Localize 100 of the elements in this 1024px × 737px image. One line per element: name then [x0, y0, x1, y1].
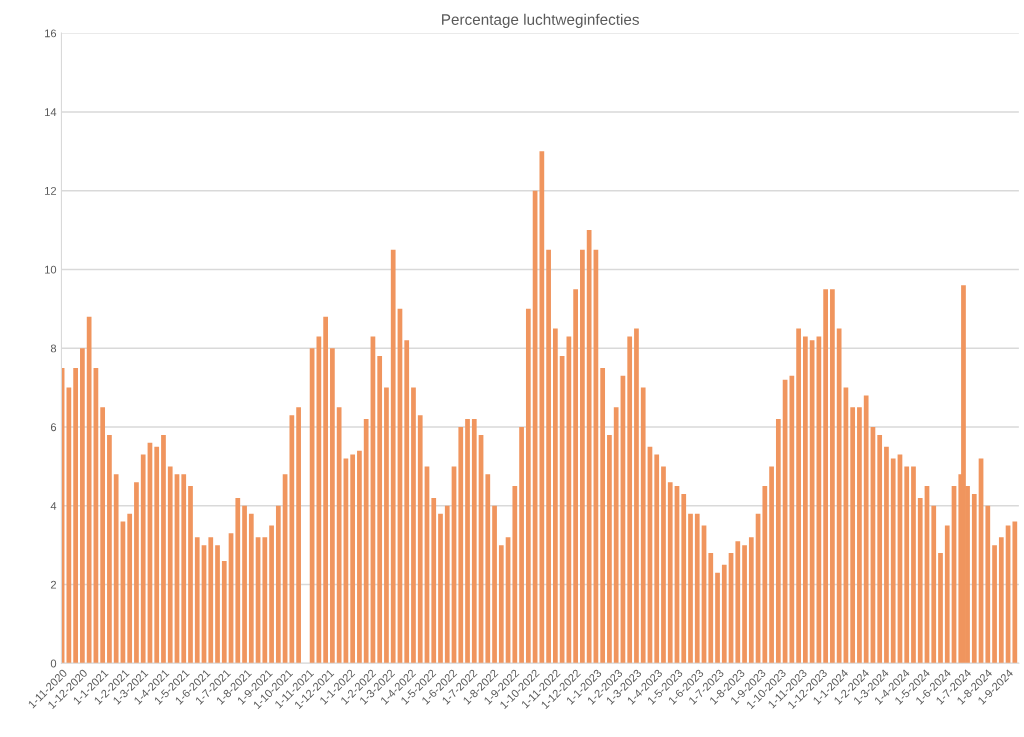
- bar: [654, 454, 660, 664]
- bar: [694, 513, 700, 664]
- bar: [607, 434, 612, 664]
- bar: [884, 446, 889, 664]
- y-tick-label: 4: [50, 502, 57, 510]
- bar: [539, 151, 545, 664]
- y-tick-label: 2: [50, 580, 57, 589]
- bar: [748, 537, 754, 664]
- bar: [444, 505, 450, 664]
- bar: [289, 415, 295, 664]
- bar: [140, 454, 146, 664]
- bar: [769, 466, 774, 664]
- bar: [735, 541, 741, 664]
- bar: [830, 289, 835, 664]
- bar: [931, 505, 937, 664]
- bar: [235, 497, 241, 664]
- bar: [411, 387, 416, 664]
- bar: [627, 336, 633, 664]
- bar: [904, 466, 910, 664]
- bar: [708, 553, 714, 664]
- bar: [242, 505, 247, 664]
- bar: [492, 505, 497, 664]
- bar: [194, 537, 200, 664]
- bar: [330, 348, 335, 664]
- bar: [167, 466, 173, 664]
- bar: [127, 513, 133, 664]
- bar: [134, 482, 139, 664]
- bar: [667, 482, 673, 664]
- bar: [998, 537, 1004, 664]
- bar: [107, 434, 112, 664]
- bar: [215, 545, 220, 664]
- bar: [296, 407, 301, 664]
- bar: [890, 458, 896, 664]
- bar: [512, 486, 518, 664]
- bar: [823, 289, 828, 664]
- bar: [275, 505, 281, 664]
- bar: [221, 560, 227, 664]
- bar: [789, 375, 795, 664]
- bar: [485, 474, 491, 664]
- bar: [985, 505, 991, 664]
- bar: [188, 486, 193, 664]
- bar: [721, 564, 727, 664]
- bar: [742, 545, 747, 664]
- y-tick-label: 12: [45, 186, 57, 195]
- bar: [262, 537, 268, 664]
- bar: [613, 407, 619, 664]
- bar: [80, 348, 85, 664]
- bar: [546, 249, 551, 664]
- bar: [917, 497, 923, 664]
- bar: [992, 545, 997, 664]
- bar: [961, 285, 966, 664]
- bar: [269, 525, 274, 664]
- bar: [438, 513, 443, 664]
- bar: [357, 450, 362, 664]
- bar: [1012, 521, 1018, 664]
- bar: [640, 387, 646, 664]
- bar: [911, 466, 916, 664]
- bar: [248, 513, 254, 664]
- bar: [863, 395, 869, 664]
- bar: [377, 356, 383, 664]
- bar: [336, 407, 342, 664]
- y-tick-label: 10: [45, 265, 57, 274]
- bar: [938, 553, 943, 664]
- bar: [113, 474, 119, 664]
- bar: [857, 407, 862, 664]
- bar: [971, 493, 977, 664]
- bar: [573, 289, 578, 664]
- y-tick-label: 0: [50, 659, 57, 668]
- bar: [363, 419, 369, 664]
- bar: [417, 415, 423, 664]
- y-tick-label: 14: [45, 108, 57, 116]
- bar: [86, 316, 92, 664]
- bar: [850, 407, 856, 664]
- bar: [715, 572, 720, 664]
- bar: [661, 466, 666, 664]
- bar: [73, 367, 78, 664]
- bar: [681, 493, 687, 664]
- bar: [796, 328, 801, 664]
- bar: [384, 387, 389, 664]
- bar: [580, 249, 585, 664]
- bar: [161, 434, 166, 664]
- bar: [208, 537, 214, 664]
- chart-title: Percentage luchtweginfecties: [442, 13, 639, 28]
- bar: [519, 427, 524, 664]
- bar: [836, 328, 842, 664]
- bar: [634, 328, 639, 664]
- bar: [688, 513, 693, 664]
- y-tick-label: 8: [50, 344, 57, 353]
- bar: [775, 419, 781, 664]
- bar: [553, 328, 558, 664]
- bar: [498, 545, 504, 664]
- bar: [600, 367, 606, 664]
- bar: [465, 419, 470, 664]
- bar: [458, 427, 464, 664]
- bar: [525, 308, 531, 664]
- bar: [390, 249, 396, 664]
- bar: [404, 340, 410, 664]
- bar: [586, 230, 592, 664]
- bar: [803, 336, 808, 664]
- y-tick-label: 16: [45, 29, 57, 38]
